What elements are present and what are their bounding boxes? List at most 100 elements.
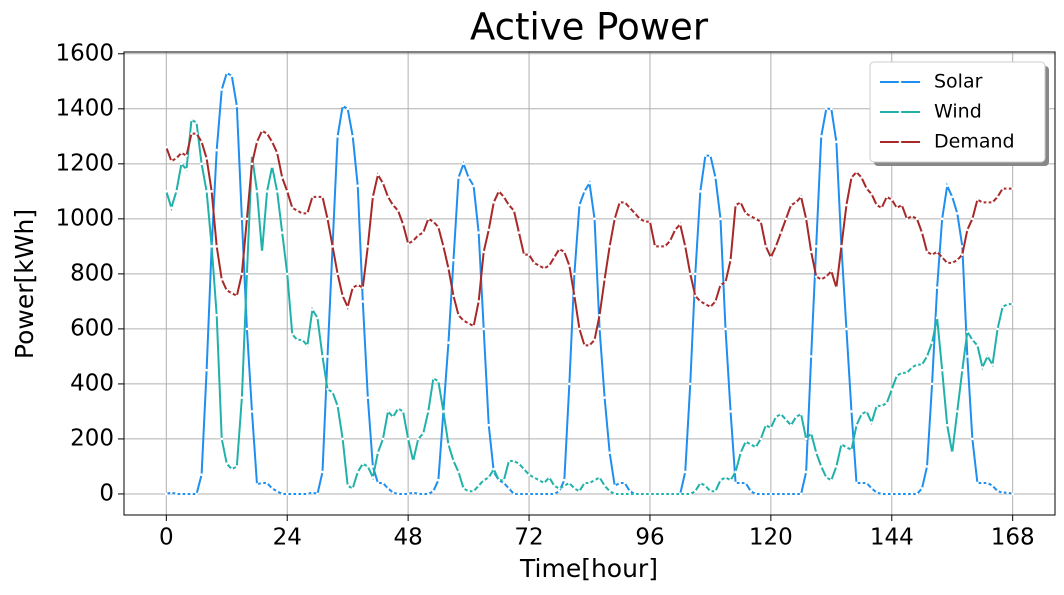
point-marker [1011, 302, 1014, 306]
point-marker [321, 470, 324, 474]
point-marker [759, 437, 763, 441]
point-marker [648, 492, 652, 496]
point-marker [920, 363, 924, 366]
point-marker [719, 217, 722, 221]
point-marker [235, 104, 239, 108]
point-marker [542, 481, 546, 485]
point-marker [265, 132, 269, 135]
point-marker [860, 481, 863, 485]
point-marker [925, 355, 929, 358]
point-marker [593, 338, 596, 342]
point-marker [930, 341, 934, 344]
point-marker [321, 355, 324, 358]
point-marker [754, 445, 758, 449]
point-marker [658, 245, 662, 248]
point-marker [819, 278, 823, 281]
point-marker [779, 412, 783, 416]
point-marker [366, 396, 370, 399]
point-marker [623, 492, 627, 496]
point-marker [512, 459, 516, 463]
point-marker [547, 264, 551, 267]
point-marker [225, 289, 229, 292]
point-marker [447, 341, 450, 344]
point-marker [381, 181, 385, 185]
point-marker [693, 272, 697, 276]
point-marker [386, 195, 390, 199]
point-marker [950, 261, 954, 265]
point-marker [573, 272, 576, 276]
point-marker [507, 203, 511, 207]
point-marker [260, 250, 264, 254]
point-marker [411, 239, 415, 243]
point-marker [850, 410, 853, 413]
point-marker [769, 492, 773, 496]
point-marker [200, 473, 203, 476]
point-marker [275, 151, 279, 155]
point-marker [714, 489, 717, 493]
point-marker [522, 467, 526, 471]
x-tick-label: 96 [635, 525, 664, 551]
point-marker [542, 492, 546, 496]
point-marker [628, 489, 632, 493]
point-marker [855, 481, 858, 485]
point-marker [386, 410, 390, 413]
point-marker [527, 253, 531, 256]
point-marker [235, 294, 239, 298]
point-marker [250, 410, 254, 413]
point-marker [432, 489, 435, 493]
point-marker [976, 344, 979, 347]
point-marker [855, 423, 858, 427]
point-marker [744, 440, 747, 443]
point-marker [568, 481, 571, 485]
point-marker [250, 154, 254, 157]
point-marker [578, 327, 581, 331]
point-marker [230, 74, 234, 78]
point-marker [814, 245, 818, 248]
point-marker [744, 481, 747, 485]
point-marker [406, 437, 410, 441]
point-marker [688, 272, 692, 276]
point-marker [502, 478, 506, 482]
point-marker [865, 481, 868, 485]
point-marker [663, 245, 667, 248]
point-marker [311, 491, 314, 494]
point-marker [175, 157, 178, 160]
point-marker [905, 371, 909, 375]
point-marker [784, 418, 788, 421]
point-marker [563, 250, 566, 254]
point-marker [180, 162, 183, 166]
point-marker [432, 220, 435, 223]
point-marker [734, 470, 737, 474]
point-marker [598, 313, 601, 317]
point-marker [467, 176, 470, 179]
point-marker [955, 258, 959, 262]
point-marker [709, 489, 712, 493]
point-marker [688, 382, 692, 386]
point-marker [421, 231, 425, 234]
point-marker [971, 217, 974, 221]
point-marker [502, 481, 506, 485]
point-marker [411, 459, 415, 463]
point-marker [870, 192, 873, 196]
point-marker [638, 217, 642, 221]
point-marker [195, 492, 198, 496]
point-marker [381, 481, 385, 485]
point-marker [527, 492, 531, 496]
point-marker [512, 209, 516, 212]
point-marker [401, 410, 405, 413]
point-marker [875, 404, 878, 408]
point-marker [351, 286, 355, 289]
point-marker [588, 481, 591, 485]
point-marker [714, 176, 717, 179]
point-marker [799, 195, 803, 199]
point-marker [955, 410, 959, 413]
point-marker [457, 176, 460, 179]
point-marker [739, 481, 742, 485]
point-marker [633, 212, 637, 215]
point-marker [170, 491, 173, 494]
point-marker [165, 492, 168, 496]
point-marker [779, 492, 783, 496]
point-marker [961, 368, 964, 372]
legend-box [869, 61, 1046, 163]
point-marker [240, 217, 244, 221]
